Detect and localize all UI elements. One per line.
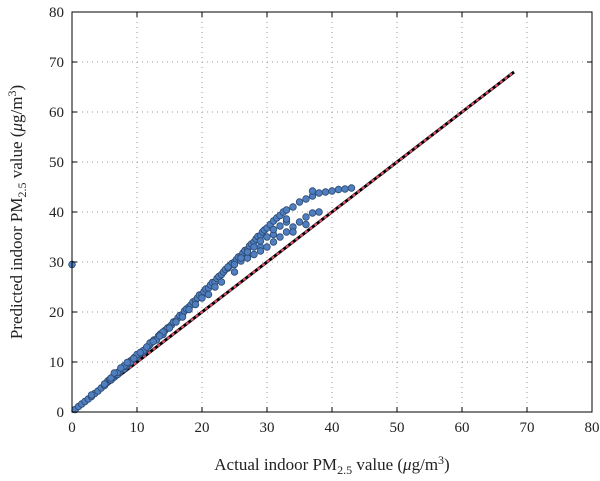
x-tick-label: 80 (585, 420, 600, 436)
scatter-point (347, 184, 356, 192)
scatter-point (224, 263, 232, 271)
scatter-point (172, 318, 180, 326)
scatter-point (276, 233, 284, 241)
scatter-point (250, 243, 258, 251)
x-axis-label: Actual indoor PM2.5 value (μg/m3) (214, 453, 449, 477)
x-tick-label: 40 (325, 420, 340, 436)
scatter-point (136, 348, 144, 357)
scatter-point (156, 332, 164, 340)
y-tick-label: 0 (57, 405, 65, 421)
scatter-point (334, 185, 343, 194)
scatter-point (256, 247, 265, 255)
scatter-point (123, 358, 131, 367)
scatter-point (243, 248, 252, 256)
y-tick-label: 50 (49, 155, 64, 171)
x-tick-label: 0 (68, 420, 76, 436)
scatter-point (211, 283, 219, 291)
scatter-point (149, 337, 157, 346)
scatter-point (302, 213, 310, 221)
scatter-point (230, 268, 239, 276)
y-tick-label: 10 (49, 355, 64, 371)
scatter-point (250, 250, 258, 259)
scatter-point (328, 187, 336, 195)
scatter-point (230, 260, 239, 269)
diagonal-line (71, 70, 515, 414)
scatter-point (276, 222, 284, 230)
x-tick-label: 30 (260, 420, 275, 436)
scatter-point (237, 254, 245, 262)
x-tick-label: 10 (130, 420, 145, 436)
scatter-point (308, 209, 317, 217)
scatter-point (263, 233, 271, 241)
y-axis-label: Predicted indoor PM2.5 value (μg/m3) (5, 85, 29, 339)
x-tick-label: 20 (195, 420, 210, 436)
scatter-point (178, 313, 187, 321)
scatter-points (68, 184, 356, 414)
scatter-point (289, 228, 297, 236)
scatter-point (143, 343, 151, 351)
scatter-point (282, 215, 291, 223)
y-tick-label: 80 (49, 5, 64, 21)
y-tick-label: 40 (49, 205, 64, 221)
y-tick-label: 60 (49, 105, 64, 121)
scatter-point (308, 187, 317, 195)
scatter-point (100, 380, 109, 388)
scatter-point (289, 203, 297, 211)
scatter-point (269, 225, 278, 234)
scatter-point (256, 237, 265, 245)
scatter-point (302, 195, 310, 203)
scatter-point (130, 354, 138, 363)
scatter-point (269, 238, 278, 246)
scatter-point (117, 364, 125, 372)
scatter-point (110, 369, 118, 377)
axis-ticks: 0 10 20 30 40 50 60 70 80 0 10 20 30 40 50 60 70 80 (49, 5, 600, 436)
y-tick-label: 70 (49, 55, 64, 71)
scatter-point (185, 305, 193, 314)
identity-line-dashes (71, 71, 515, 413)
y-tick-label: 20 (49, 305, 64, 321)
scatter-point (341, 185, 349, 193)
scatter-point (263, 243, 271, 251)
scatter-point (87, 391, 96, 399)
scatter-point (204, 290, 213, 299)
scatter-point (315, 189, 323, 197)
scatter-point (295, 198, 304, 206)
scatter-point (165, 324, 174, 332)
scatter-point (315, 208, 323, 216)
scatter-point (321, 188, 330, 196)
scatter-point (282, 206, 291, 214)
scatter-point (302, 220, 310, 229)
scatter-point (191, 300, 200, 309)
x-tick-label: 50 (390, 420, 405, 436)
scatter-point (295, 218, 304, 226)
scatter-point (217, 278, 226, 286)
x-tick-label: 70 (520, 420, 535, 436)
scatter-point (282, 228, 291, 236)
y-tick-label: 30 (49, 255, 64, 271)
scatter-point (198, 294, 206, 302)
x-tick-label: 60 (455, 420, 470, 436)
